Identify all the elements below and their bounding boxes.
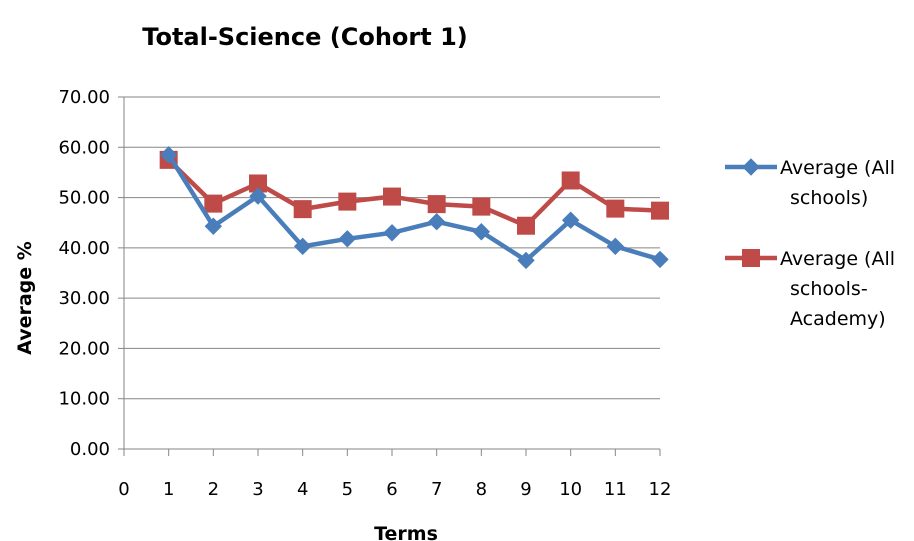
data-point [427, 213, 446, 231]
x-tick-label: 7 [431, 479, 442, 500]
data-point [517, 216, 535, 235]
x-tick-label: 2 [208, 479, 219, 500]
series-line [167, 158, 661, 228]
x-tick-label: 5 [342, 479, 353, 500]
legend-label: schools- [790, 278, 868, 300]
legend-marker [742, 158, 760, 176]
x-tick-label: 11 [604, 479, 627, 500]
x-tick-label: 3 [252, 479, 263, 500]
data-point [338, 192, 357, 211]
legend-entry-1: Average (All schools) [725, 157, 895, 209]
legend-label: schools) [790, 187, 868, 209]
data-point [517, 251, 535, 270]
data-point [159, 146, 178, 164]
data-point [204, 217, 223, 235]
data-point [651, 250, 669, 269]
x-tick-label: 6 [386, 479, 397, 500]
data-point [249, 187, 267, 205]
legend-label: Average (All [780, 157, 895, 179]
data-point [338, 230, 357, 248]
legend-marker [742, 249, 760, 267]
y-tick-label: 60.00 [58, 137, 110, 158]
legend-entry-2: Average (All schools- Academy) [725, 248, 895, 330]
x-tick-label: 4 [297, 479, 308, 500]
data-point [204, 194, 223, 213]
gridlines [124, 96, 660, 400]
data-point [383, 187, 401, 206]
series-1 [159, 146, 669, 270]
data-point [561, 211, 580, 229]
x-tick-label: 10 [559, 479, 582, 500]
legend-label: Average (All [780, 248, 895, 270]
x-tick-label: 9 [520, 479, 531, 500]
data-point [606, 199, 625, 218]
data-point [293, 200, 312, 219]
data-point [606, 237, 625, 256]
data-point [472, 197, 491, 216]
data-point [472, 223, 491, 241]
y-tick-label: 0.00 [70, 439, 110, 460]
y-tick-label: 20.00 [58, 338, 110, 359]
x-tick-label: 12 [649, 479, 672, 500]
legend-label: Academy) [790, 308, 886, 330]
data-point [293, 237, 312, 256]
y-tick-label: 30.00 [58, 288, 110, 309]
axes [118, 96, 661, 456]
y-tick-labels: 0.00 10.00 20.00 30.00 40.00 50.00 60.00 70.00 [58, 87, 110, 460]
data-point [383, 224, 401, 242]
y-axis-title: Average % [14, 241, 36, 355]
x-tick-label: 8 [476, 479, 487, 500]
y-tick-label: 10.00 [58, 389, 110, 410]
x-tick-label: 1 [163, 479, 174, 500]
x-tick-labels: 0 1 2 3 4 5 6 7 8 9 10 11 12 [118, 479, 671, 500]
series-group [159, 146, 669, 270]
legend: Average (All schools) Average (All schools-… [725, 157, 895, 330]
chart-title: Total-Science (Cohort 1) [142, 23, 467, 51]
y-tick-label: 50.00 [58, 188, 110, 209]
series-line [166, 153, 661, 263]
y-tick-label: 70.00 [58, 87, 110, 108]
x-tick-label: 0 [118, 479, 129, 500]
data-point [427, 195, 446, 214]
data-point [651, 201, 669, 220]
data-point [561, 171, 580, 190]
x-axis-title: Terms [374, 523, 438, 541]
series-2 [159, 150, 669, 235]
y-tick-label: 40.00 [58, 238, 110, 259]
